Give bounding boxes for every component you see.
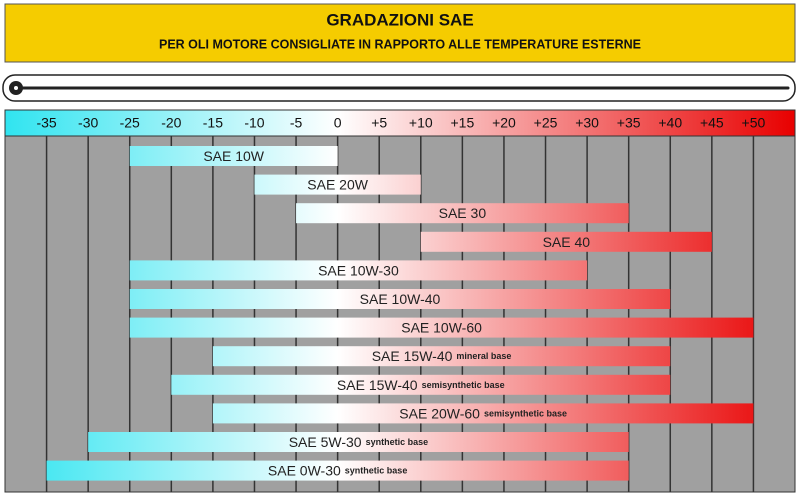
bar-label: SAE 20W [307,176,368,192]
bar-label: SAE 20W-60 semisynthetic base [399,405,567,421]
bar-label: SAE 15W-40 mineral base [372,348,512,364]
bar-name: SAE 10W [203,148,264,164]
bar-name: SAE 15W-40 [337,377,418,393]
bar [129,260,588,281]
x-tick-label: +25 [534,115,558,131]
bar-label: SAE 5W-30 synthetic base [289,434,428,450]
bar [296,203,629,224]
axis-strip [4,109,796,137]
bar [129,289,671,309]
bar-note: semisynthetic base [422,380,505,390]
bar [420,231,712,252]
x-tick-label: +20 [492,115,516,131]
bar-name: SAE 20W [307,176,368,192]
bar-label: SAE 10W-60 [401,319,482,335]
x-tick-label: +15 [450,115,474,131]
bar-note: mineral base [456,352,511,362]
thermometer-bulb-dot [14,86,18,90]
x-tick-label: -5 [290,115,303,131]
bar-name: SAE 0W-30 [268,462,341,478]
x-tick-label: +50 [742,115,766,131]
x-tick-label: +10 [409,115,433,131]
title-box [4,3,796,63]
x-tick-label: -15 [203,115,223,131]
x-tick-label: +40 [658,115,682,131]
bar [212,403,754,424]
bar-label: SAE 15W-40 semisynthetic base [337,377,505,393]
bar [254,174,421,195]
bar [171,374,671,395]
bar [88,432,629,452]
bar-note: synthetic base [345,466,408,476]
bar-label: SAE 10W [203,148,264,164]
x-tick-label: -25 [120,115,140,131]
bar-label: SAE 30 [439,205,487,221]
x-tick-label: -35 [36,115,56,131]
bar-note: semisynthetic base [484,409,567,419]
x-tick-label: -30 [78,115,98,131]
bar [129,146,338,166]
x-tick-label: +5 [371,115,387,131]
bar [46,460,629,481]
x-tick-label: +30 [575,115,599,131]
bar-name: SAE 20W-60 [399,405,480,421]
bar-name: SAE 15W-40 [372,348,453,364]
bar-label: SAE 0W-30 synthetic base [268,462,407,478]
bar-name: SAE 5W-30 [289,434,362,450]
bar-name: SAE 30 [439,205,487,221]
bar [212,346,671,367]
bar-note: synthetic base [366,437,429,447]
chart-title: GRADAZIONI SAE [326,10,473,29]
bar-name: SAE 10W-60 [401,319,482,335]
x-tick-label: -20 [161,115,181,131]
bar-label: SAE 10W-30 [318,262,399,278]
bar-name: SAE 40 [543,234,591,250]
bar-name: SAE 10W-40 [360,291,441,307]
chart-subtitle: PER OLI MOTORE CONSIGLIATE IN RAPPORTO A… [159,37,641,51]
bar [129,317,754,338]
x-tick-label: +45 [700,115,724,131]
bar-label: SAE 40 [543,234,591,250]
x-tick-label: +35 [617,115,641,131]
bar-name: SAE 10W-30 [318,262,399,278]
x-tick-label: 0 [334,115,342,131]
bar-label: SAE 10W-40 [360,291,441,307]
x-tick-label: -10 [244,115,264,131]
